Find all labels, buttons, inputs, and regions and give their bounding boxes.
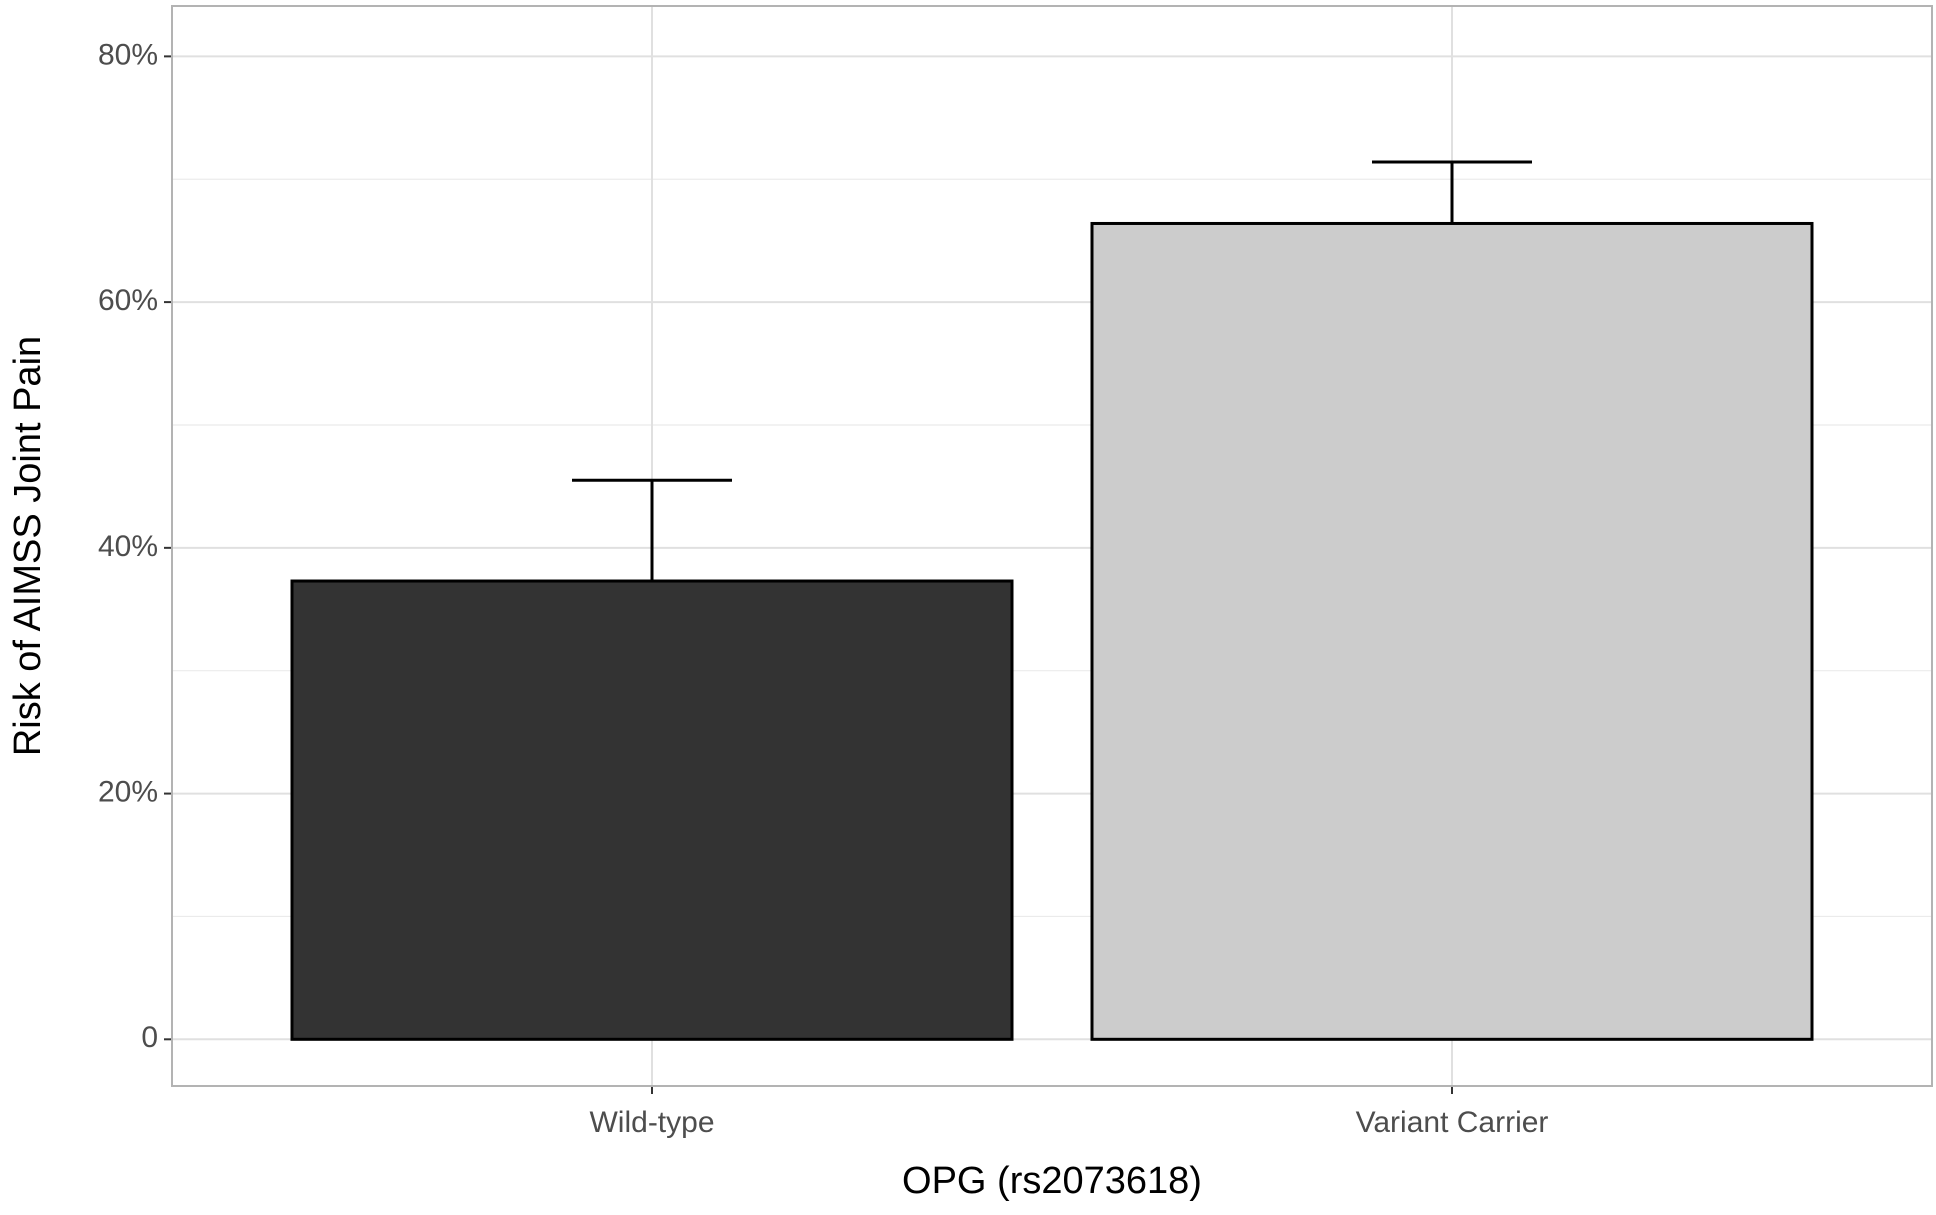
- panel-border: [171, 5, 1933, 1087]
- x-axis-label: OPG (rs2073618): [902, 1160, 1202, 1202]
- x-tick-label: Variant Carrier: [1356, 1106, 1549, 1139]
- y-tick-label: 40%: [98, 530, 158, 563]
- y-tick-label: 60%: [98, 284, 158, 317]
- y-tick-label: 0: [141, 1021, 158, 1054]
- y-tick-label: 80%: [98, 38, 158, 71]
- y-axis-label: Risk of AIMSS Joint Pain: [7, 336, 49, 756]
- bar: [290, 579, 1014, 1041]
- y-tick-label: 20%: [98, 775, 158, 808]
- bar: [1090, 221, 1814, 1041]
- x-tick-label: Wild-type: [589, 1106, 714, 1139]
